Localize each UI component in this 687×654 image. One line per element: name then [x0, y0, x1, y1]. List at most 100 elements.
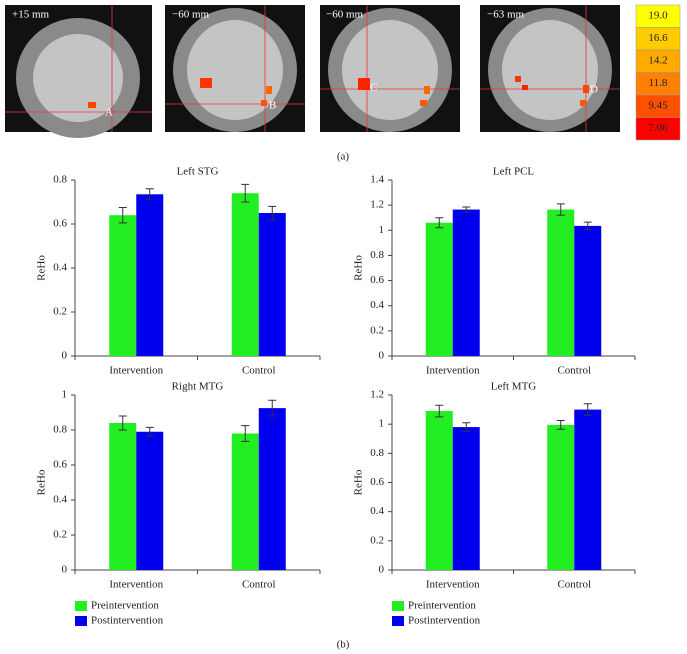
colorbar-label: 14.2	[648, 55, 667, 67]
error-bar	[435, 217, 444, 229]
y-tick-label: 0.8	[53, 424, 67, 436]
colorbar-label: 9.45	[648, 100, 668, 112]
bar	[425, 411, 453, 570]
y-tick-label: 1	[379, 418, 385, 430]
chart-title: Right MTG	[172, 381, 224, 393]
x-tick-label: Intervention	[109, 579, 163, 591]
y-tick-label: 0	[379, 350, 385, 362]
y-tick-label: 0.6	[370, 274, 384, 286]
brain-slice	[320, 5, 460, 132]
y-tick-label: 0.4	[53, 494, 67, 506]
legend-swatch	[392, 616, 404, 626]
bar	[231, 433, 259, 570]
legend-swatch	[392, 601, 404, 611]
bar	[258, 213, 286, 356]
legend-swatch	[75, 616, 87, 626]
x-tick-label: Intervention	[426, 365, 480, 377]
error-bar	[462, 206, 471, 213]
y-tick-label: 1	[379, 224, 385, 236]
error-bar	[556, 203, 565, 216]
legend-label: Preintervention	[408, 600, 476, 612]
y-tick-label: 0	[62, 350, 68, 362]
error-bar	[268, 205, 277, 221]
error-bar	[268, 399, 277, 417]
y-tick-label: 0.8	[53, 174, 67, 186]
colorbar-label: 19.0	[648, 10, 668, 22]
x-tick-label: Control	[242, 365, 276, 377]
error-bar	[145, 188, 154, 201]
y-tick-label: 0.6	[53, 218, 67, 230]
y-axis-label: ReHo	[36, 255, 48, 281]
error-bar	[583, 221, 592, 231]
y-tick-label: 0.2	[53, 306, 67, 318]
brain-slice	[480, 5, 620, 132]
legend-swatch	[75, 601, 87, 611]
legend-label: Postintervention	[91, 615, 164, 627]
bar	[258, 408, 286, 570]
brain-slice	[165, 5, 305, 132]
y-tick-label: 0.2	[370, 534, 384, 546]
y-tick-label: 0.2	[53, 529, 67, 541]
brain-slice	[5, 5, 152, 138]
bar	[547, 424, 575, 570]
y-tick-label: 0.4	[53, 262, 67, 274]
y-tick-label: 0.4	[370, 505, 384, 517]
y-axis-label: ReHo	[353, 469, 365, 495]
colorbar-label: 16.6	[648, 32, 668, 44]
y-tick-label: 0.4	[370, 299, 384, 311]
slice-depth: −60 mm	[326, 9, 364, 21]
bar	[425, 222, 453, 356]
brain-images	[5, 5, 620, 138]
bar	[574, 409, 602, 570]
y-tick-label: 0.8	[370, 447, 384, 459]
error-bar	[435, 404, 444, 418]
x-tick-label: Intervention	[426, 579, 480, 591]
y-tick-label: 0.2	[370, 324, 384, 336]
y-tick-label: 0	[62, 564, 68, 576]
y-tick-label: 1	[62, 389, 68, 401]
region-label: A	[105, 107, 113, 119]
error-bar	[462, 422, 471, 432]
error-bar	[556, 420, 565, 430]
legend-label: Preintervention	[91, 600, 159, 612]
y-tick-label: 1.2	[370, 389, 384, 401]
region-label: B	[269, 100, 276, 112]
x-tick-label: Control	[557, 579, 591, 591]
region-label: D	[590, 84, 598, 96]
x-tick-label: Control	[242, 579, 276, 591]
bar	[452, 427, 480, 570]
x-tick-label: Control	[557, 365, 591, 377]
legend-label: Postintervention	[408, 615, 481, 627]
bar	[136, 431, 164, 570]
y-tick-label: 1.2	[370, 199, 384, 211]
slice-depth: −60 mm	[172, 9, 210, 21]
x-tick-label: Intervention	[109, 365, 163, 377]
error-bar	[118, 207, 127, 224]
colorbar-label: 11.8	[649, 77, 668, 89]
chart-title: Left MTG	[491, 381, 537, 393]
slice-depth: +15 mm	[12, 9, 50, 21]
error-bar	[583, 403, 592, 416]
panel-label: (a)	[337, 151, 350, 163]
slice-depth: −63 mm	[487, 9, 525, 21]
colorbar-label: 7.06	[648, 122, 668, 134]
y-tick-label: 0.8	[370, 249, 384, 261]
region-label: C	[370, 82, 377, 94]
error-bar	[241, 183, 250, 203]
bar	[136, 194, 164, 356]
y-axis-label: ReHo	[36, 469, 48, 495]
error-bar	[145, 426, 154, 437]
bar	[231, 193, 259, 356]
panel-label: (b)	[337, 639, 350, 651]
bar	[547, 209, 575, 356]
y-axis-label: ReHo	[353, 255, 365, 281]
bar	[574, 225, 602, 356]
y-tick-label: 0	[379, 564, 385, 576]
bar	[109, 423, 137, 570]
chart-title: Left STG	[177, 166, 219, 178]
error-bar	[118, 415, 127, 431]
bar	[109, 215, 137, 356]
y-tick-label: 0.6	[370, 476, 384, 488]
